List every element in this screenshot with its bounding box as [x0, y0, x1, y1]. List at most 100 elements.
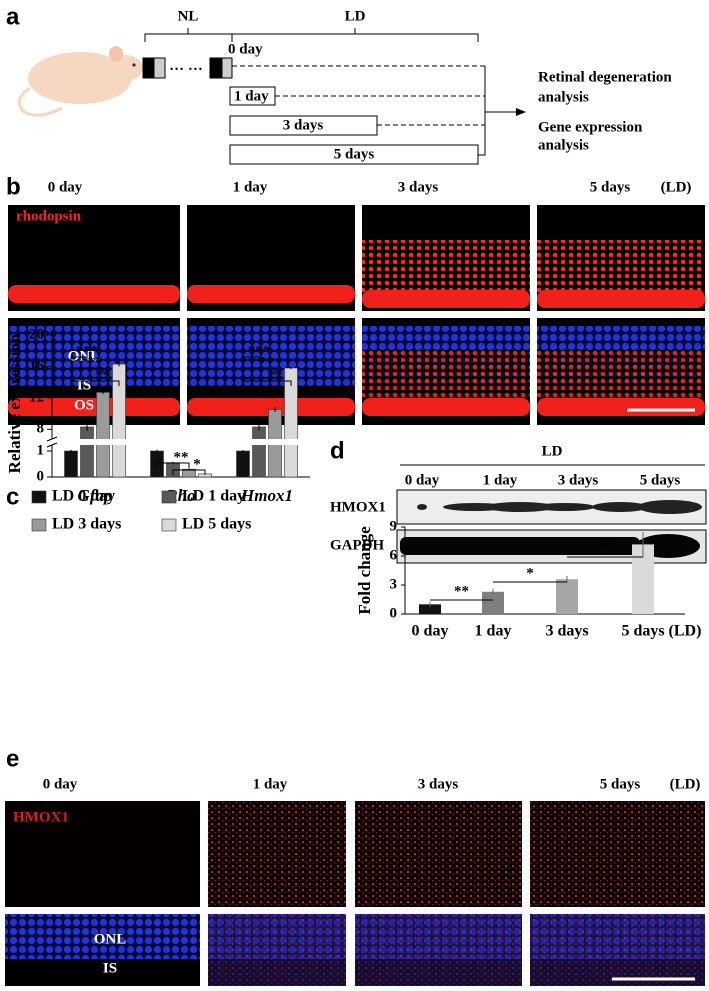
label: NL [178, 8, 199, 24]
label: analysis [538, 89, 589, 105]
bar [80, 426, 94, 478]
bar [252, 426, 266, 478]
y-axis-title: Relative expression [5, 333, 24, 473]
micrograph [530, 801, 705, 907]
label: 5 days [334, 146, 375, 162]
band [485, 502, 555, 512]
legend-swatch [161, 518, 177, 532]
stain-label: HMOX1 [13, 809, 69, 825]
column-label: 1 day [233, 179, 268, 195]
significance-label: ** [260, 354, 275, 370]
legend-swatch [31, 490, 47, 504]
x-tick-label: Gfap [78, 486, 113, 505]
stain-band [8, 285, 180, 303]
bar [556, 579, 578, 614]
stain-band [187, 285, 355, 303]
label: analysis [538, 137, 589, 153]
significance-label: * [193, 456, 201, 472]
significance-bracket [70, 380, 120, 386]
layer-label: IS [77, 377, 91, 393]
panel-label: b [6, 173, 21, 200]
layer-label: ONL [68, 348, 101, 364]
significance-label: ** [598, 540, 613, 556]
band [400, 537, 640, 555]
x-tick-label: Hmox1 [240, 486, 293, 505]
micrograph [355, 801, 522, 907]
light-schedule: ··· ··· [142, 28, 526, 165]
band [417, 504, 427, 510]
stain-band [537, 240, 705, 292]
panel-label: e [6, 745, 19, 772]
y-tick-label: 6 [390, 547, 398, 563]
stain-band [362, 398, 530, 416]
nuclei [187, 326, 355, 386]
legend-swatch [161, 490, 177, 504]
legend-label: LD 5 days [182, 516, 251, 533]
x-unit-label: (LD) [669, 623, 702, 640]
layer-label: ONL [94, 931, 127, 947]
stain-band [362, 350, 530, 398]
significance-bracket [242, 380, 292, 386]
break-mark [46, 436, 58, 442]
stain-band [537, 398, 705, 416]
band [638, 500, 702, 514]
significance-bracket [156, 462, 190, 468]
nuclei [8, 326, 180, 386]
stain-band [537, 350, 705, 398]
stain-overlay [208, 914, 346, 986]
stain-band [537, 290, 705, 308]
significance-label: ** [88, 354, 103, 370]
significance-label: *** [76, 343, 99, 359]
label: Gene expression [538, 119, 643, 135]
stain-band [187, 398, 355, 416]
nuclei [5, 914, 200, 959]
significance-label: ** [174, 449, 189, 465]
y-tick-label: 0 [390, 605, 398, 621]
lane-label: 3 days [558, 472, 599, 488]
x-tick-label: 0 day [412, 623, 449, 640]
panel-label: c [6, 483, 19, 510]
column-label: 0 day [43, 776, 78, 792]
y-tick-label: 20 [29, 326, 44, 342]
break-mark [46, 442, 58, 448]
x-tick-label: 1 day [475, 623, 512, 640]
label: LD [345, 8, 366, 24]
y-axis-title: Fold change [355, 526, 374, 615]
band [535, 503, 595, 511]
significance-label: * [526, 565, 534, 581]
significance-label: ** [96, 367, 111, 383]
lane-label: 0 day [405, 472, 440, 488]
y-tick-label: 12 [29, 389, 44, 405]
column-label: 3 days [418, 776, 459, 792]
layer-label: IS [103, 960, 117, 976]
layer-label: OS [74, 397, 94, 413]
bar [419, 604, 441, 614]
micrograph [5, 801, 200, 907]
significance-bracket [172, 469, 206, 475]
significance-label: ** [268, 367, 283, 383]
stain-overlay [530, 914, 705, 986]
y-tick-label: 16 [29, 358, 45, 374]
panel-label: a [6, 3, 20, 30]
x-tick-label: 5 days [621, 623, 664, 640]
legend-label: LD 3 days [52, 516, 121, 533]
bar [482, 591, 504, 614]
unit-label: (LD) [670, 776, 701, 792]
legend-label: LD 1 day [182, 488, 245, 505]
significance-bracket [242, 367, 276, 373]
column-label: 1 day [253, 776, 288, 792]
unit-label: (LD) [661, 179, 692, 195]
stain-label: rhodopsin [16, 208, 82, 224]
row-label: HMOX1 [330, 499, 386, 515]
significance-bracket [70, 356, 88, 362]
y-tick-label: 9 [390, 518, 398, 534]
significance-bracket [242, 356, 260, 362]
significance-bracket [70, 367, 104, 373]
column-label: 0 day [48, 179, 83, 195]
column-label: 5 days [590, 179, 631, 195]
y-tick-label: 3 [390, 576, 398, 592]
x-tick-label: 3 days [545, 623, 588, 640]
significance-label: *** [248, 343, 271, 359]
label: 1 day [234, 88, 269, 104]
